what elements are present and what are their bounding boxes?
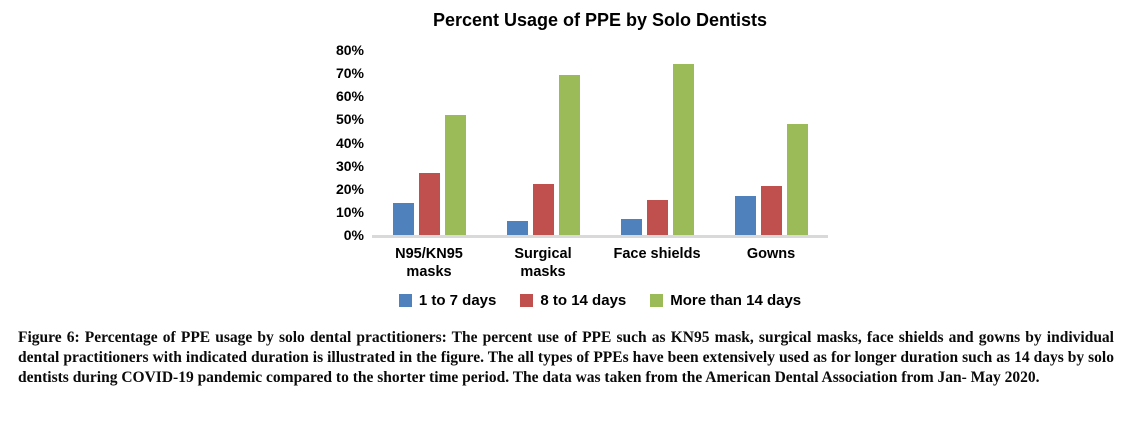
legend-swatch	[398, 294, 412, 307]
y-tick-label: 20%	[335, 180, 364, 197]
y-axis: 0% 10% 20% 30% 40% 50% 60% 70% 80%	[312, 42, 364, 243]
x-axis-labels: N95/KN95 masks Surgical masks Face shields…	[372, 245, 828, 281]
legend: 1 to 7 days 8 to 14 days More than 14 days	[342, 292, 858, 309]
chart-title: Percent Usage of PPE by Solo Dentists	[432, 10, 768, 30]
legend-item: More than 14 days	[650, 292, 801, 309]
y-tick-label: 40%	[335, 134, 364, 151]
bar	[646, 200, 668, 235]
plot-area	[372, 50, 828, 238]
bar	[392, 202, 414, 235]
bar-group	[600, 50, 714, 235]
bar-group	[714, 50, 828, 235]
y-tick-label: 60%	[335, 88, 364, 105]
bar-group	[486, 50, 600, 235]
legend-swatch	[650, 294, 664, 307]
y-tick-label: 30%	[335, 157, 364, 174]
bar	[506, 221, 528, 235]
y-tick-label: 80%	[335, 42, 364, 58]
x-category-label: N95/KN95 masks	[395, 246, 463, 280]
y-tick-label: 50%	[335, 111, 364, 128]
y-tick-label: 0%	[343, 227, 364, 243]
y-tick-label: 70%	[335, 65, 364, 82]
bar	[532, 184, 554, 235]
legend-item: 8 to 14 days	[520, 292, 626, 309]
figure-caption: Figure 6: Percentage of PPE usage by sol…	[18, 329, 1114, 386]
x-category-label: Surgical masks	[514, 246, 572, 280]
bar	[760, 186, 782, 235]
legend-swatch	[520, 294, 534, 307]
legend-label: 1 to 7 days	[418, 292, 497, 309]
x-category-label: Face shields	[613, 246, 701, 262]
bar	[734, 195, 756, 235]
bar	[786, 124, 808, 235]
x-category-label: Gowns	[746, 246, 796, 262]
legend-label: More than 14 days	[670, 292, 802, 309]
y-tick-label: 10%	[335, 203, 364, 220]
legend-label: 8 to 14 days	[540, 292, 627, 309]
bar-group	[372, 50, 486, 235]
bar	[558, 75, 580, 235]
bar	[672, 63, 694, 235]
bar	[444, 114, 466, 235]
bar	[418, 172, 440, 235]
bar	[620, 218, 642, 235]
legend-item: 1 to 7 days	[398, 292, 497, 309]
